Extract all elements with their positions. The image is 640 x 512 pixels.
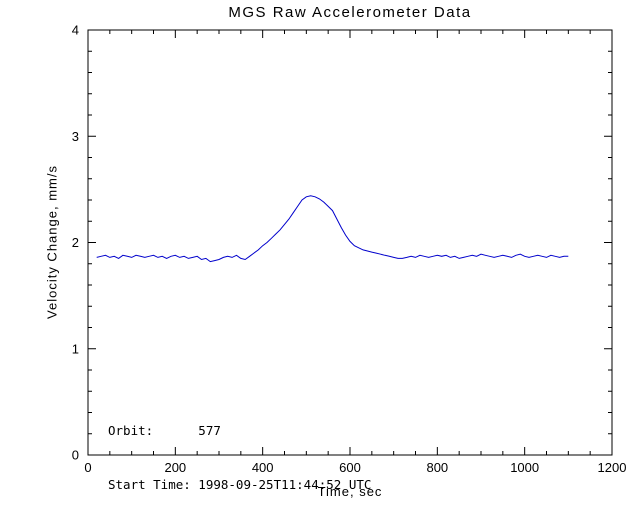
x-tick-label: 400	[252, 460, 274, 475]
x-tick-label: 0	[84, 460, 91, 475]
y-tick-label: 1	[72, 341, 79, 356]
y-tick-label: 0	[72, 448, 79, 463]
annotation-orbit: Orbit: 577	[108, 423, 221, 438]
x-tick-label: 800	[426, 460, 448, 475]
y-tick-label: 3	[72, 129, 79, 144]
x-tick-label: 200	[164, 460, 186, 475]
x-tick-label: 1000	[510, 460, 539, 475]
x-tick-label: 600	[339, 460, 361, 475]
annotation-block: Orbit: 577 Start Time: 1998-09-25T11:44:…	[108, 386, 371, 512]
chart-title: MGS Raw Accelerometer Data	[228, 4, 472, 21]
annotation-start-time: Start Time: 1998-09-25T11:44:52 UTC	[108, 477, 372, 492]
velocity-change-line	[96, 195, 569, 263]
x-tick-label: 1200	[598, 460, 627, 475]
y-tick-label: 2	[72, 235, 79, 250]
x-axis-label: Time, sec	[317, 484, 383, 499]
y-tick-label: 4	[72, 23, 79, 38]
